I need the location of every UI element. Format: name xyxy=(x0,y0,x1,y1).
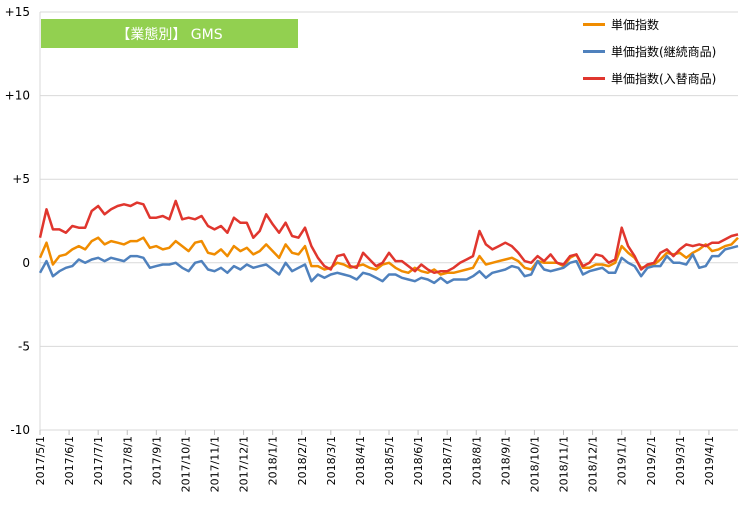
x-tick-label: 2018/12/1 xyxy=(587,436,600,492)
y-tick-label: +15 xyxy=(5,5,30,19)
x-tick-label: 2018/2/1 xyxy=(296,436,309,485)
series-lines xyxy=(38,199,739,285)
legend-label: 単価指数(継続商品) xyxy=(611,44,717,59)
x-tick-label: 2018/5/1 xyxy=(383,436,396,485)
legend-swatch xyxy=(583,76,605,80)
x-tick-label: 2019/3/1 xyxy=(674,436,687,485)
x-tick-label: 2018/1/1 xyxy=(267,436,280,485)
x-tick-label: 2017/9/1 xyxy=(150,436,163,485)
x-tick-labels: 2017/5/1 2017/6/1 2017/7/1 2017/8/1 2017/9/1… xyxy=(34,436,716,492)
legend-item-replaced: 単価指数(入替商品) xyxy=(583,68,716,88)
x-tick-label: 2017/6/1 xyxy=(63,436,76,485)
series-line-2 xyxy=(38,199,739,275)
y-tick-label: -5 xyxy=(18,339,30,353)
x-tick-label: 2017/5/1 xyxy=(34,436,47,485)
x-tick-label: 2017/7/1 xyxy=(92,436,105,485)
x-tick-label: 2017/12/1 xyxy=(238,436,251,492)
y-axis: +15 +10 +5 0 -5 -10 xyxy=(5,5,30,437)
legend-label: 単価指数 xyxy=(611,17,660,32)
x-tick-label: 2017/8/1 xyxy=(121,436,134,485)
legend: 単価指数 単価指数(継続商品) 単価指数(入替商品) xyxy=(583,14,716,95)
legend-item-unit-price: 単価指数 xyxy=(583,14,716,34)
x-tick-label: 2017/10/1 xyxy=(179,436,192,492)
x-tick-label: 2019/2/1 xyxy=(645,436,658,485)
y-tick-label: -10 xyxy=(10,423,30,437)
series-line-1 xyxy=(38,244,739,285)
x-axis xyxy=(39,12,738,435)
x-tick-label: 2018/8/1 xyxy=(470,436,483,485)
x-tick-label: 2019/1/1 xyxy=(616,436,629,485)
legend-swatch xyxy=(583,49,605,53)
x-tick-label: 2018/7/1 xyxy=(441,436,454,485)
y-tick-label: 0 xyxy=(22,256,30,270)
legend-label: 単価指数(入替商品) xyxy=(611,71,717,86)
series-line-0 xyxy=(38,236,739,276)
x-tick-label: 2018/3/1 xyxy=(325,436,338,485)
x-tick-label: 2017/11/1 xyxy=(209,436,222,492)
y-tick-label: +5 xyxy=(12,172,30,186)
chart-title: 【業態別】 GMS xyxy=(41,19,298,48)
x-tick-label: 2018/9/1 xyxy=(499,436,512,485)
x-tick-label: 2019/4/1 xyxy=(703,436,716,485)
x-tick-label: 2018/10/1 xyxy=(528,436,541,492)
legend-item-continuing: 単価指数(継続商品) xyxy=(583,41,716,61)
x-tick-label: 2018/4/1 xyxy=(354,436,367,485)
y-tick-label: +10 xyxy=(5,89,30,103)
x-tick-label: 2018/11/1 xyxy=(558,436,571,492)
x-tick-label: 2018/6/1 xyxy=(412,436,425,485)
legend-swatch xyxy=(583,22,605,26)
